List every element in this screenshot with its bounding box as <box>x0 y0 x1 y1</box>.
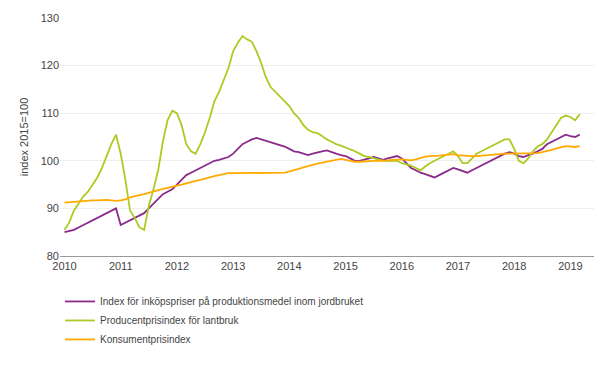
svg-text:2016: 2016 <box>390 260 414 272</box>
svg-text:2010: 2010 <box>52 260 76 272</box>
svg-text:90: 90 <box>47 202 59 214</box>
svg-text:2014: 2014 <box>277 260 301 272</box>
svg-text:Konsumentprisindex: Konsumentprisindex <box>100 334 191 345</box>
svg-text:Index för inköpspriser på prod: Index för inköpspriser på produktionsmed… <box>100 296 363 307</box>
svg-text:index 2015=100: index 2015=100 <box>18 98 30 177</box>
svg-text:120: 120 <box>41 59 59 71</box>
svg-text:2018: 2018 <box>502 260 526 272</box>
svg-text:130: 130 <box>41 12 59 24</box>
svg-text:2012: 2012 <box>165 260 189 272</box>
svg-text:100: 100 <box>41 155 59 167</box>
svg-text:2019: 2019 <box>558 260 582 272</box>
svg-text:Producentprisindex för lantbru: Producentprisindex för lantbruk <box>100 315 239 326</box>
svg-text:2015: 2015 <box>333 260 357 272</box>
svg-text:2011: 2011 <box>109 260 133 272</box>
svg-text:2013: 2013 <box>221 260 245 272</box>
svg-text:80: 80 <box>47 250 59 262</box>
svg-text:2017: 2017 <box>446 260 470 272</box>
svg-text:110: 110 <box>41 107 59 119</box>
